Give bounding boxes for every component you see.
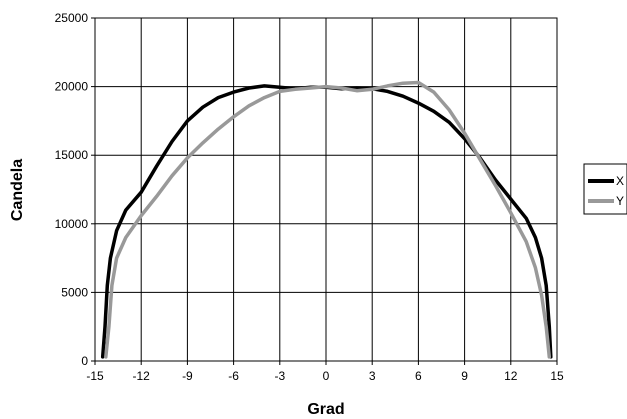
legend-box	[583, 163, 627, 215]
legend: X Y	[583, 163, 627, 215]
legend-label-x: X	[616, 174, 624, 188]
y-axis-title: Candela	[9, 159, 26, 221]
y-tick-label: 25000	[55, 11, 89, 25]
x-tick-label: -3	[274, 369, 285, 383]
x-axis-title: Grad	[307, 401, 344, 418]
legend-label-y: Y	[616, 194, 624, 208]
x-tick-label: 6	[415, 369, 422, 383]
x-tick-label: 0	[323, 369, 330, 383]
y-tick-label: 0	[81, 354, 88, 368]
series-line-y	[104, 80, 552, 359]
y-tick-label: 15000	[55, 148, 89, 162]
x-tick-label: 12	[504, 369, 518, 383]
x-tick-label: -6	[228, 369, 239, 383]
series-group	[100, 80, 553, 359]
x-tick-label: -12	[133, 369, 151, 383]
y-tick-label: 20000	[55, 80, 89, 94]
y-axis-ticks: 0 5000 10000 15000 20000 25000	[55, 11, 95, 368]
x-axis-ticks: -15 -12 -9 -6 -3 0 3 6 9 12 15	[86, 361, 564, 383]
x-tick-label: -15	[86, 369, 104, 383]
x-tick-label: 9	[461, 369, 468, 383]
x-tick-label: 15	[550, 369, 564, 383]
x-tick-label: 3	[369, 369, 376, 383]
y-tick-label: 10000	[55, 217, 89, 231]
y-tick-label: 5000	[61, 285, 88, 299]
x-tick-label: -9	[182, 369, 193, 383]
